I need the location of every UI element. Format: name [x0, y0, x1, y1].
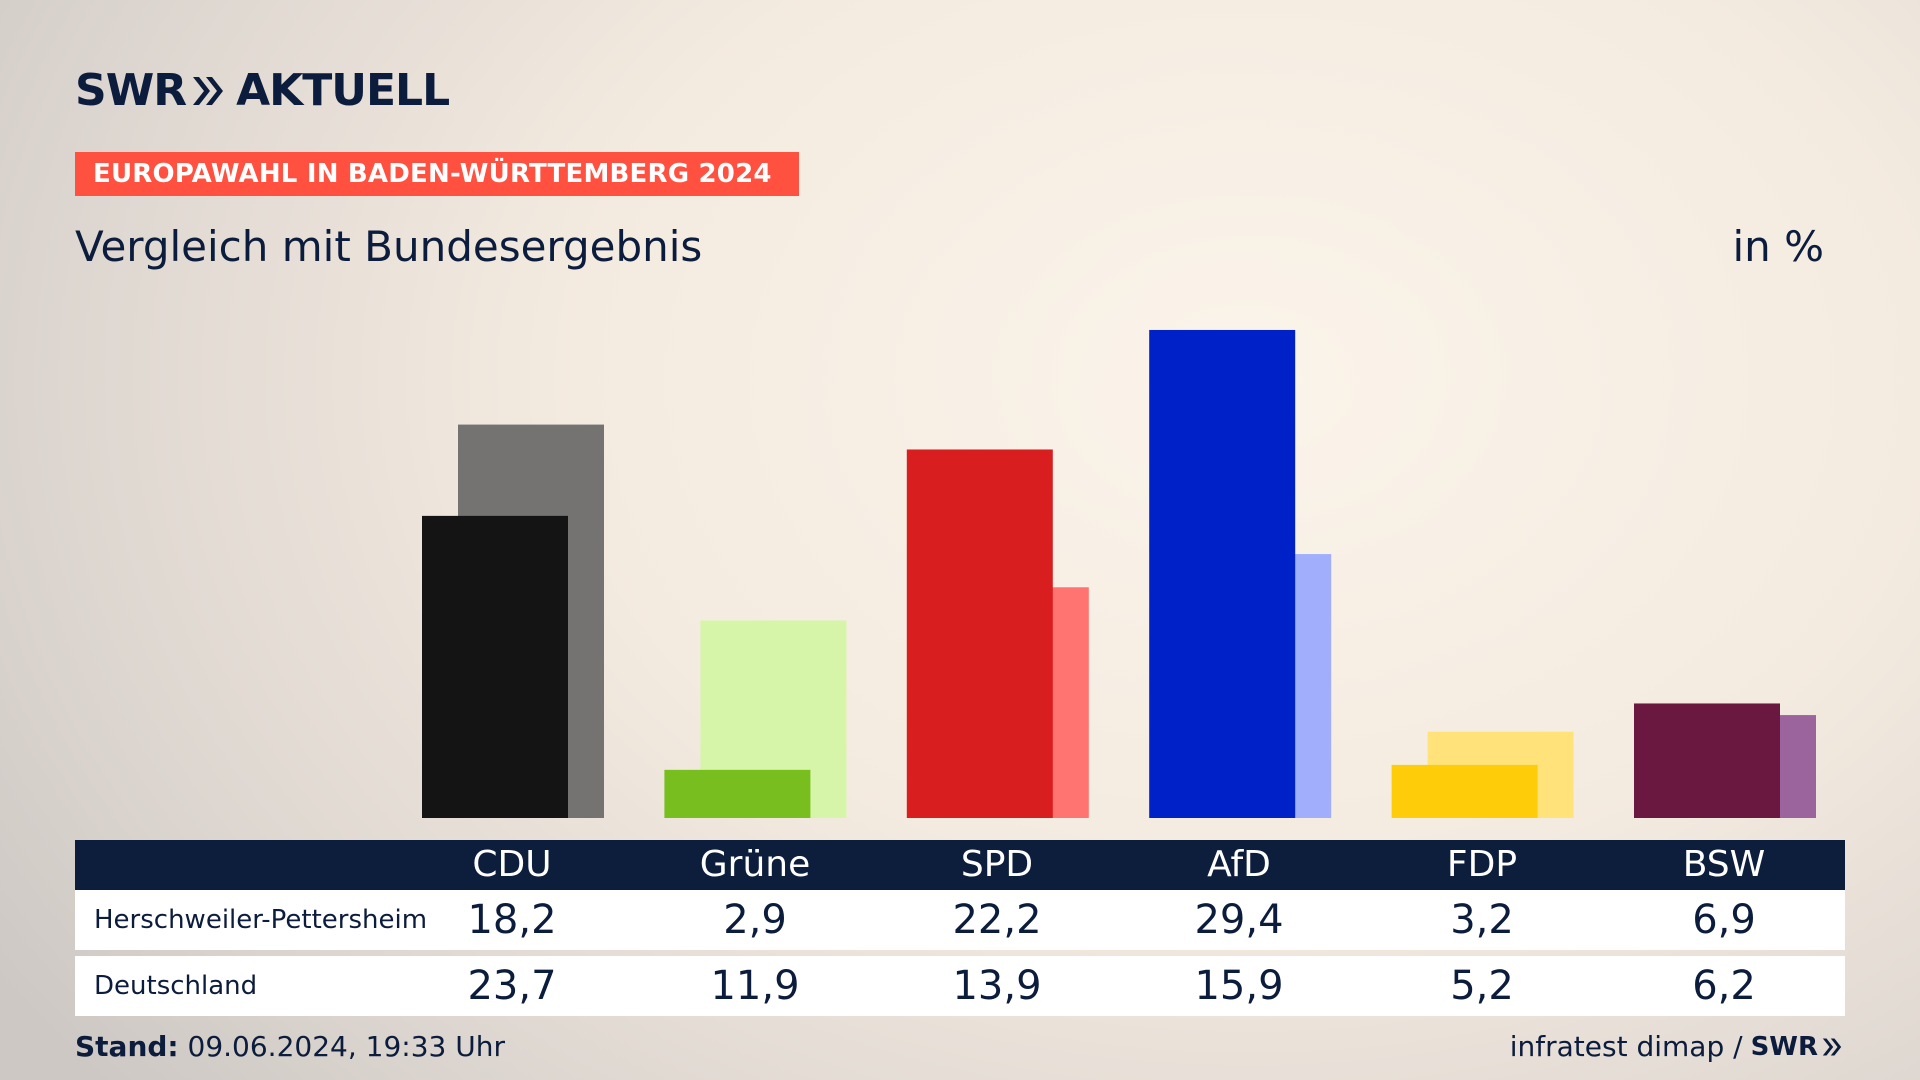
- bar-herschweiler-bsw: [1634, 703, 1780, 818]
- logo-aktuell-text: AKTUELL: [236, 65, 450, 116]
- results-table: CDU Grüne SPD AfD FDP BSW Herschweiler-P…: [75, 840, 1845, 1016]
- cell-value: 23,7: [467, 963, 557, 1009]
- cell-value: 2,9: [723, 897, 787, 943]
- header-gruene: Grüne: [699, 844, 811, 885]
- table-row: Deutschland 23,7 11,9 13,9 15,9 5,2 6,2: [75, 956, 1845, 1016]
- cell-value: 3,2: [1450, 897, 1514, 943]
- footer-swr-logo-text: SWR: [1750, 1031, 1818, 1062]
- double-chevron-icon: [193, 77, 224, 105]
- header-cdu: CDU: [472, 844, 552, 885]
- cell-value: 6,2: [1692, 963, 1756, 1009]
- table-header: CDU Grüne SPD AfD FDP BSW: [75, 840, 1845, 890]
- header-fdp: FDP: [1446, 844, 1518, 885]
- source-credit: infratest dimap / SWR: [1510, 1030, 1844, 1063]
- logo-swr-text: SWR: [75, 65, 187, 116]
- stand-label: Stand:: [75, 1030, 179, 1063]
- timestamp: Stand: 09.06.2024, 19:33 Uhr: [75, 1030, 505, 1063]
- row-label: Deutschland: [94, 971, 258, 1001]
- bar-herschweiler-fdp: [1391, 764, 1538, 818]
- swr-aktuell-logo: SWR AKTUELL: [75, 65, 450, 116]
- cell-value: 6,9: [1692, 897, 1756, 943]
- header-spd: SPD: [960, 844, 1034, 885]
- bar-herschweiler-spd: [906, 449, 1053, 818]
- source-text: infratest dimap /: [1509, 1030, 1743, 1063]
- election-badge: EUROPAWAHL IN BADEN-WÜRTTEMBERG 2024: [75, 152, 799, 196]
- row-label: Herschweiler-Pettersheim: [94, 905, 428, 935]
- cell-value: 22,2: [952, 897, 1042, 943]
- double-chevron-icon: [1822, 1037, 1842, 1056]
- header-bsw: BSW: [1682, 844, 1766, 885]
- cell-value: 13,9: [952, 963, 1042, 1009]
- bar-herschweiler-afd: [1149, 329, 1296, 818]
- header-afd: AfD: [1207, 844, 1271, 885]
- cell-value: 18,2: [467, 897, 557, 943]
- stand-value: 09.06.2024, 19:33 Uhr: [178, 1030, 505, 1063]
- bar-herschweiler-grüne: [664, 769, 811, 818]
- cell-value: 29,4: [1194, 897, 1284, 943]
- table-row: Herschweiler-Pettersheim 18,2 2,9 22,2 2…: [75, 890, 1845, 950]
- cell-value: 15,9: [1194, 963, 1284, 1009]
- chart-subtitle: Vergleich mit Bundesergebnis: [75, 222, 703, 271]
- cell-value: 5,2: [1450, 963, 1514, 1009]
- bar-herschweiler-cdu: [422, 515, 568, 818]
- cell-value: 11,9: [710, 963, 800, 1009]
- unit-label: in %: [1732, 222, 1824, 271]
